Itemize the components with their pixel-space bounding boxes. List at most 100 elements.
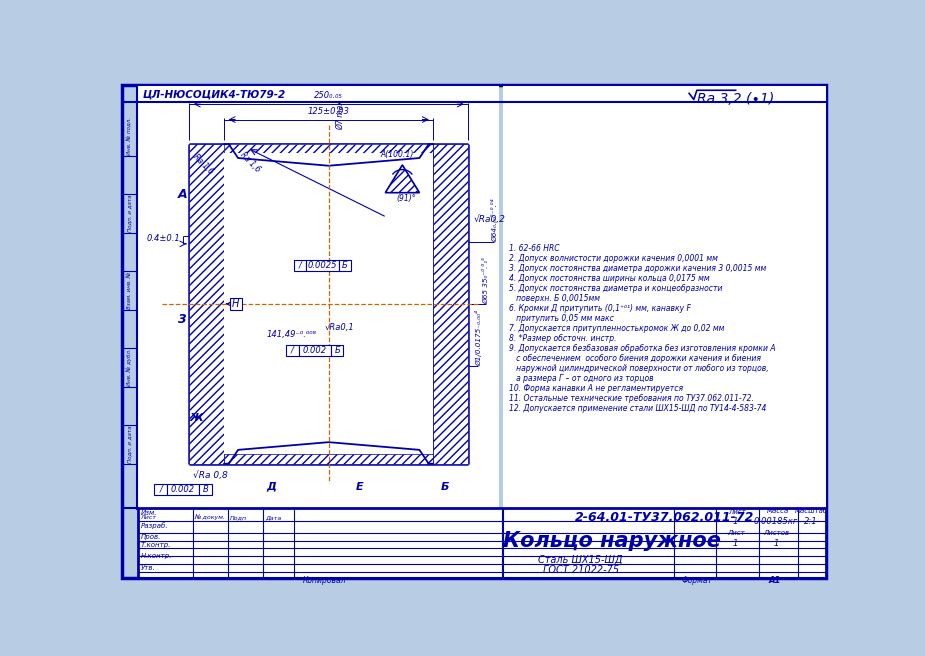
Text: с обеспечением  особого биения дорожки качения и биения: с обеспечением особого биения дорожки ка… bbox=[509, 354, 760, 363]
Text: 0.4±0.1: 0.4±0.1 bbox=[147, 234, 180, 243]
Bar bbox=[331, 345, 343, 356]
Text: 0.002: 0.002 bbox=[171, 485, 195, 493]
Bar bbox=[229, 298, 242, 310]
Bar bbox=[299, 345, 331, 356]
Bar bbox=[166, 483, 199, 495]
Text: Ø65 35₀⁻⁰.⁰₁⁵: Ø65 35₀⁻⁰.⁰₁⁵ bbox=[483, 257, 489, 304]
Text: A1: A1 bbox=[768, 576, 781, 585]
Text: Н.контр.: Н.контр. bbox=[141, 553, 172, 559]
Text: (91)°: (91)° bbox=[396, 194, 416, 203]
Text: A: A bbox=[178, 188, 187, 201]
Text: Формат: Формат bbox=[682, 576, 712, 585]
Text: A(100:1): A(100:1) bbox=[381, 150, 414, 159]
Text: Ø64₀.₀₀⁵⁻⁰.⁰⁴: Ø64₀.₀₀⁵⁻⁰.⁰⁴ bbox=[491, 199, 498, 242]
Text: Лист: Лист bbox=[728, 508, 746, 514]
Bar bbox=[294, 260, 306, 271]
Text: Инв. № подл.: Инв. № подл. bbox=[127, 117, 132, 155]
Text: Масштаб: Масштаб bbox=[795, 508, 828, 514]
Text: Лист: Лист bbox=[141, 515, 156, 520]
Text: 7. Допускается притупленностькромок Ж до 0,02 мм: 7. Допускается притупленностькромок Ж до… bbox=[509, 323, 724, 333]
Text: Лист: Лист bbox=[727, 530, 745, 536]
Polygon shape bbox=[386, 165, 419, 193]
Text: Б: Б bbox=[342, 261, 348, 270]
Text: √Ra0,2: √Ra0,2 bbox=[474, 215, 506, 224]
Bar bbox=[224, 144, 434, 154]
Text: Б: Б bbox=[441, 482, 450, 492]
Text: Разраб.: Разраб. bbox=[141, 522, 168, 529]
Polygon shape bbox=[224, 455, 434, 464]
Text: 1: 1 bbox=[733, 539, 738, 548]
Text: Сталь ШХ15-ШД: Сталь ШХ15-ШД bbox=[538, 555, 623, 565]
Text: В: В bbox=[203, 485, 208, 493]
Text: Подп. и дата: Подп. и дата bbox=[127, 426, 132, 463]
Text: 12. Допускается применение стали ШХ15-ШД по ТУ14-4-583-74: 12. Допускается применение стали ШХ15-ШД… bbox=[509, 404, 766, 413]
Text: ЦЛ-НЮСОЦИК4-ТЮ79-2: ЦЛ-НЮСОЦИК4-ТЮ79-2 bbox=[142, 89, 286, 99]
Text: 0.00185кг: 0.00185кг bbox=[754, 517, 798, 526]
Text: ГОСТ 21022-75: ГОСТ 21022-75 bbox=[543, 565, 619, 575]
Text: Пров.: Пров. bbox=[141, 534, 161, 540]
Text: 2-64.01-ТУ37.062.011-72: 2-64.01-ТУ37.062.011-72 bbox=[574, 511, 754, 524]
Text: /: / bbox=[299, 261, 302, 270]
Bar bbox=[154, 483, 166, 495]
Polygon shape bbox=[190, 144, 224, 464]
Text: 8. *Размер обсточн. инстр.: 8. *Размер обсточн. инстр. bbox=[509, 334, 616, 342]
Bar bbox=[224, 154, 434, 455]
Text: Инв. № дубл.: Инв. № дубл. bbox=[127, 348, 132, 386]
Text: Подп. и дата: Подп. и дата bbox=[127, 195, 132, 232]
Polygon shape bbox=[224, 144, 434, 166]
Text: Ж: Ж bbox=[190, 413, 203, 422]
Text: 3. Допуск постоянства диаметра дорожки качения 3 0,0015 мм: 3. Допуск постоянства диаметра дорожки к… bbox=[509, 264, 766, 273]
Text: Листов: Листов bbox=[763, 530, 789, 536]
Text: Дата: Дата bbox=[265, 515, 281, 520]
Text: E: E bbox=[356, 482, 364, 492]
Text: 10. Форма канавки A не регламентируется: 10. Форма канавки A не регламентируется bbox=[509, 384, 683, 393]
Text: 2. Допуск волнистости дорожки качения 0,0001 мм: 2. Допуск волнистости дорожки качения 0,… bbox=[509, 254, 718, 262]
Text: Утв.: Утв. bbox=[141, 565, 155, 571]
Text: а размера Г – от одного из торцов: а размера Г – от одного из торцов bbox=[509, 374, 653, 382]
Text: 6. Кромки Д притупить (0,1⁺⁰¹) мм, канавку F: 6. Кромки Д притупить (0,1⁺⁰¹) мм, канав… bbox=[509, 304, 690, 313]
Text: Масса: Масса bbox=[767, 508, 789, 514]
Bar bbox=[306, 260, 339, 271]
Text: 141,49⁻⁰.⁰⁰⁸: 141,49⁻⁰.⁰⁰⁸ bbox=[266, 330, 316, 339]
Text: 11. Остальные технические требования по ТУ37.062.011-72.: 11. Остальные технические требования по … bbox=[509, 394, 754, 403]
Bar bbox=[503, 86, 825, 508]
Text: Кольцо наружное: Кольцо наружное bbox=[502, 531, 721, 551]
Text: 2:1: 2:1 bbox=[804, 517, 818, 526]
Text: 3: 3 bbox=[178, 313, 186, 326]
Text: √Ra 0,8: √Ra 0,8 bbox=[193, 471, 228, 480]
Text: Копировал: Копировал bbox=[303, 576, 347, 585]
Text: Ø7 max: Ø7 max bbox=[336, 100, 345, 131]
Text: 125±0.03: 125±0.03 bbox=[308, 107, 350, 115]
Text: Д: Д bbox=[266, 482, 277, 492]
Text: 1: 1 bbox=[733, 517, 738, 526]
Text: 0.002: 0.002 bbox=[302, 346, 327, 355]
Text: Ø1/0.0175₋₀.₀₀⁴: Ø1/0.0175₋₀.₀₀⁴ bbox=[475, 310, 482, 365]
Text: √Ra0,1: √Ra0,1 bbox=[325, 323, 354, 331]
Text: 250₀.₀₅: 250₀.₀₅ bbox=[314, 91, 343, 100]
Bar bbox=[286, 345, 299, 356]
Polygon shape bbox=[434, 144, 468, 464]
Bar bbox=[199, 483, 212, 495]
Text: Н: Н bbox=[232, 299, 240, 309]
Text: 9. Допускается безбазовая обработка без изготовления кромки A: 9. Допускается безбазовая обработка без … bbox=[509, 344, 775, 353]
Text: 1: 1 bbox=[773, 539, 779, 548]
Text: Т.контр.: Т.контр. bbox=[141, 542, 171, 548]
Text: Изм.: Изм. bbox=[141, 510, 157, 516]
Text: Ra 1,6: Ra 1,6 bbox=[191, 153, 216, 176]
Text: № докум.: № докум. bbox=[194, 515, 226, 520]
Text: Б: Б bbox=[335, 346, 340, 355]
Text: Взам. инв. №: Взам. инв. № bbox=[127, 272, 132, 309]
Text: Ra 1,6: Ra 1,6 bbox=[239, 150, 263, 174]
Text: 1. 62-66 HRC: 1. 62-66 HRC bbox=[509, 243, 560, 253]
Polygon shape bbox=[224, 144, 434, 154]
Text: 5. Допуск постоянства диаметра и концеобразности: 5. Допуск постоянства диаметра и концеоб… bbox=[509, 283, 722, 293]
Bar bbox=[138, 508, 826, 578]
Text: наружной цилиндрической поверхности от любого из торцов,: наружной цилиндрической поверхности от л… bbox=[509, 363, 768, 373]
Text: /: / bbox=[159, 485, 162, 493]
Text: 0.0025: 0.0025 bbox=[308, 261, 338, 270]
Text: притупить 0,05 мм макс: притупить 0,05 мм макс bbox=[509, 314, 613, 323]
Bar bbox=[138, 86, 500, 508]
Text: поверхн. Б 0,0015мм: поверхн. Б 0,0015мм bbox=[509, 294, 599, 302]
Text: 4. Допуск постоянства ширины кольца 0,0175 мм: 4. Допуск постоянства ширины кольца 0,01… bbox=[509, 274, 709, 283]
Text: Ra 3,2 (∙1): Ra 3,2 (∙1) bbox=[697, 92, 774, 106]
